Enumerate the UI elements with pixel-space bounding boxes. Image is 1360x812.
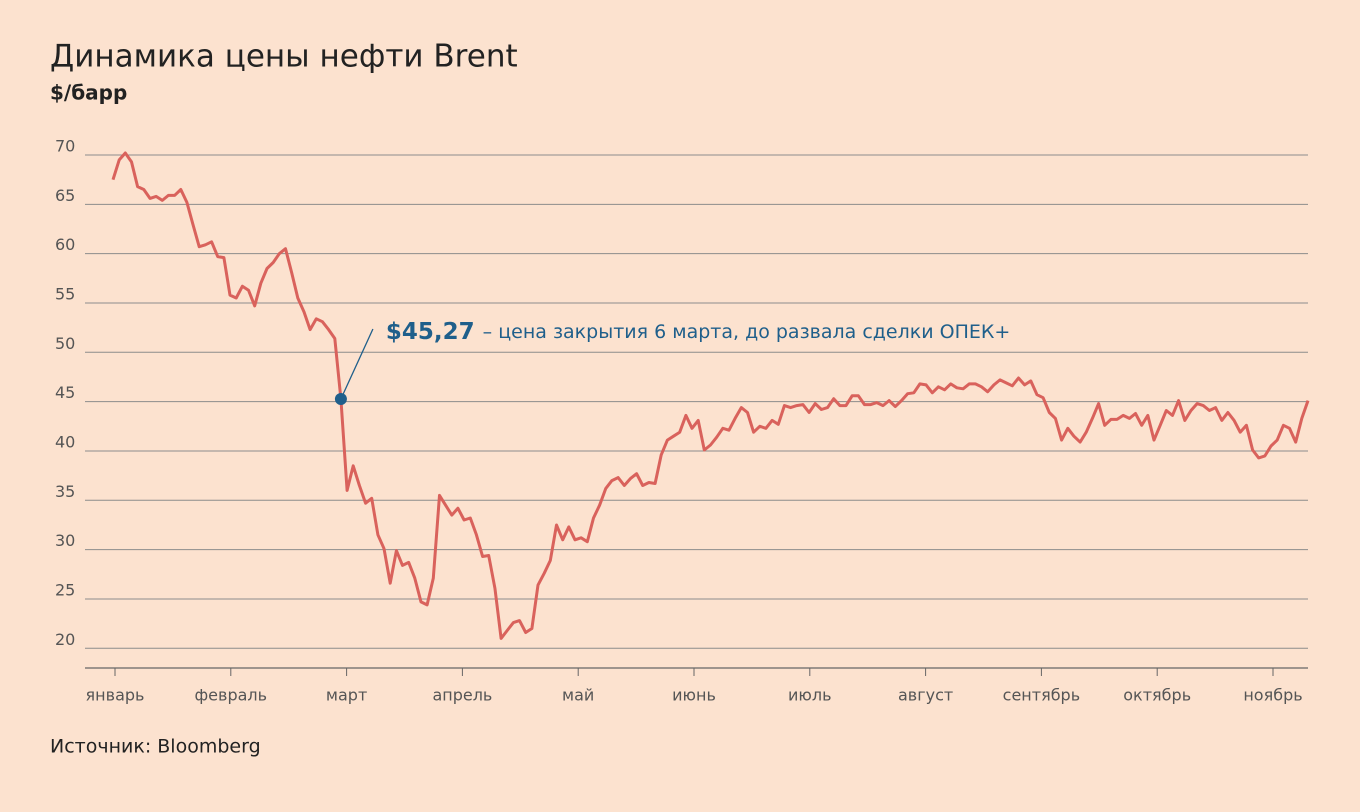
x-tick-label: март xyxy=(326,686,367,705)
y-tick-label: 50 xyxy=(55,334,75,353)
annotation-text: – цена закрытия 6 марта, до развала сдел… xyxy=(483,320,1011,342)
y-tick-label: 65 xyxy=(55,186,75,205)
x-tick-label: ноябрь xyxy=(1243,686,1302,705)
x-tick-label: январь xyxy=(86,686,145,705)
y-tick-label: 20 xyxy=(55,630,75,649)
x-tick-label: июнь xyxy=(672,686,716,705)
chart-subtitle: $/барр xyxy=(50,81,127,105)
y-tick-label: 25 xyxy=(55,580,75,599)
price-line xyxy=(111,151,1310,640)
annotation-marker xyxy=(334,392,347,405)
y-tick-label: 45 xyxy=(55,383,75,402)
y-tick-label: 70 xyxy=(55,137,75,156)
y-tick-label: 35 xyxy=(55,482,75,501)
x-tick-label: май xyxy=(562,686,594,705)
x-tick-label: июль xyxy=(788,686,832,705)
source: Источник: Bloomberg xyxy=(50,736,261,758)
chart-title: Динамика цены нефти Brent xyxy=(50,39,518,75)
y-tick-label: 30 xyxy=(55,531,75,550)
x-tick-label: сентябрь xyxy=(1003,686,1081,705)
x-tick-label: февраль xyxy=(195,686,268,705)
annotation: $45,27 – цена закрытия 6 марта, до развал… xyxy=(386,318,1010,344)
x-tick-label: октябрь xyxy=(1123,686,1191,705)
annotation-leader xyxy=(340,328,374,400)
y-tick-label: 55 xyxy=(55,284,75,303)
x-tick-label: апрель xyxy=(432,686,492,705)
y-tick-label: 60 xyxy=(55,235,75,254)
x-tick-label: август xyxy=(898,686,953,705)
y-tick-label: 40 xyxy=(55,432,75,451)
annotation-value: $45,27 xyxy=(386,318,475,344)
